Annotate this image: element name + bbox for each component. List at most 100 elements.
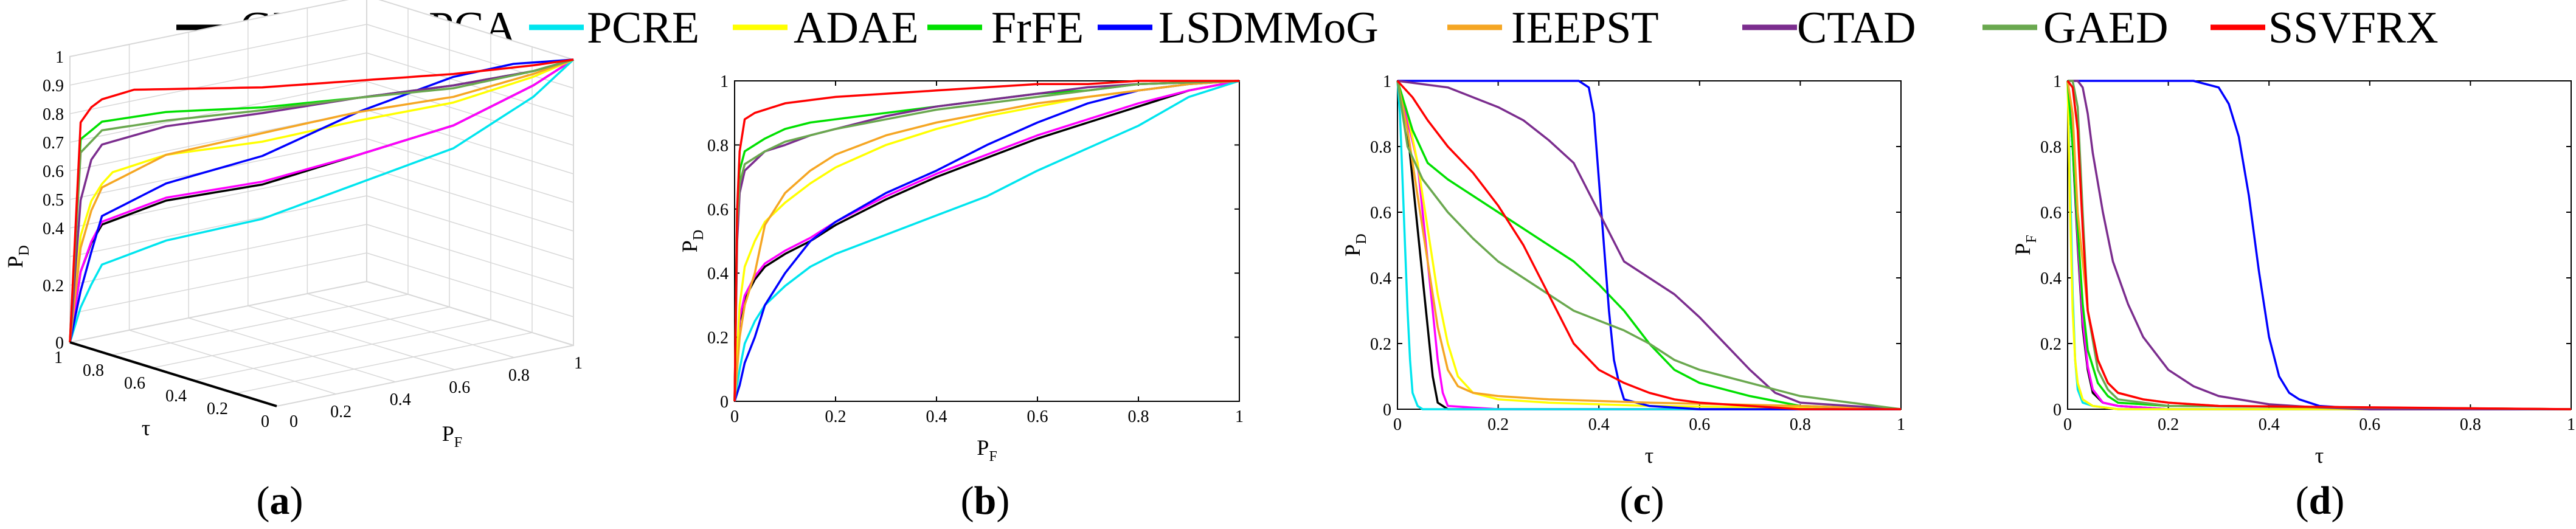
series-ctad <box>1397 80 1902 410</box>
y-tick-label: 1 <box>1383 72 1391 91</box>
y-axis-label-text: PD <box>677 230 707 252</box>
x-tick-label: 0 <box>730 407 739 426</box>
y-axis-label: PD <box>677 230 707 252</box>
panel-label-close: ) <box>2331 479 2344 523</box>
series-gaed <box>69 58 574 343</box>
y-axis-label-main: P <box>1340 244 1365 257</box>
pd-tick-label: 0.4 <box>43 220 64 238</box>
panel-c: 0 0.2 0.4 0.6 0.8 1 0 0.2 0.4 0.6 0.8 1 τ PD (c) <box>1340 72 1905 523</box>
y-tick-label: 0 <box>2053 401 2062 420</box>
pd-tick-label: 0.7 <box>43 134 64 153</box>
pf-tick-label: 0.4 <box>390 390 411 409</box>
pd-tick-label: 0.8 <box>43 105 64 124</box>
legend-label-frfe: FrFE <box>991 3 1084 53</box>
grid-line <box>366 138 574 203</box>
tau-tick-label: 0 <box>261 412 269 431</box>
x-axis-label: PF <box>442 421 462 451</box>
y-tick-label: 0.8 <box>1370 138 1391 157</box>
grid-line <box>69 224 367 286</box>
y-axis-label-main: P <box>2010 243 2035 255</box>
x-tick-label: 0.8 <box>1128 407 1149 426</box>
series-ieepst <box>69 58 574 343</box>
pf-tick-label: 0.2 <box>330 403 351 421</box>
series-ieepst <box>733 80 1240 402</box>
x-axis-label-text: PF <box>442 421 462 451</box>
x-tick-label: 1 <box>2567 415 2575 434</box>
x-axis-label-sub: F <box>989 449 997 465</box>
grid-line <box>188 317 396 382</box>
series-lsdmmog <box>1397 80 1901 410</box>
pd-tick-label: 0 <box>55 334 64 353</box>
series-pcre <box>733 80 1240 402</box>
series-gaed <box>733 80 1240 402</box>
y-tick-label: 0.4 <box>2040 269 2062 288</box>
y-axis-label-main: P <box>677 240 702 252</box>
pf-tick-label-zero: 0 <box>289 412 298 431</box>
x-axis-label-main: τ <box>2315 443 2324 468</box>
panel-label-close: ) <box>1651 479 1664 523</box>
plot-frame <box>2067 80 2572 410</box>
x-axis-label-main: τ <box>1645 443 1653 468</box>
series-pcre <box>1396 80 1901 410</box>
legend-label-ssvfrx: SSVFRX <box>2268 3 2439 53</box>
series-ssvfrx <box>1396 80 1901 410</box>
z-axis-label-main: P <box>3 256 27 268</box>
series-gaed <box>1396 80 1902 410</box>
x-tick-label: 0.4 <box>1588 415 1610 434</box>
grid-line <box>235 332 533 394</box>
x-tick-label: 0.6 <box>1027 407 1048 426</box>
panel-label-letter: a <box>270 479 290 523</box>
grid-line <box>248 305 455 370</box>
z-axis-label-sub: D <box>16 245 32 255</box>
grid-line <box>366 252 574 317</box>
y-tick-label: 0.8 <box>707 136 729 155</box>
y-tick-label: 0.2 <box>2040 335 2062 354</box>
y-axis-label-sub: D <box>691 230 707 240</box>
x-tick-label: 0 <box>1393 415 1402 434</box>
y-tick-label: 1 <box>720 72 729 91</box>
z-axis-label: PD <box>3 245 32 268</box>
x-axis-label-sub: F <box>454 435 462 451</box>
y-tick-label: 0.2 <box>707 329 729 348</box>
grid-line <box>69 52 367 114</box>
series-frfe <box>2066 80 2572 410</box>
panel-label-open: ( <box>257 479 270 523</box>
x-tick-label: 0.2 <box>1487 415 1509 434</box>
legend-label-gaed: GAED <box>2043 3 2169 53</box>
y-axis-label-sub: D <box>1354 233 1369 244</box>
grid-line <box>366 224 574 289</box>
series-ssvfrx <box>69 58 574 343</box>
x-axis-label-text: PF <box>977 435 997 465</box>
z-axis-label-text: PD <box>3 245 32 268</box>
y-axis-label: PD <box>1340 233 1369 256</box>
panel-label-letter: b <box>974 479 997 523</box>
x-tick-label: 1 <box>1235 407 1244 426</box>
y-axis-label: τ <box>142 416 150 440</box>
x-tick-label: 0.8 <box>2460 415 2481 434</box>
panel-label-letter: d <box>2309 479 2332 523</box>
series-frfe <box>1396 80 1902 410</box>
x-tick-label: 0.6 <box>1689 415 1710 434</box>
tau-tick-label: 0.4 <box>165 387 187 406</box>
plot-frame <box>1397 80 1902 410</box>
y-axis-label: PF <box>2010 235 2040 255</box>
panel-d: 0 0.2 0.4 0.6 0.8 1 0 0.2 0.4 0.6 0.8 1 τ PF (d) <box>2010 72 2575 523</box>
pf-tick-label: 1 <box>574 354 583 373</box>
pd-tick-label: 0.9 <box>43 77 64 95</box>
legend-label-ctad: CTAD <box>1797 3 1916 53</box>
panel-label-a: (a) <box>257 479 303 523</box>
grid-line <box>152 306 450 368</box>
x-tick-label: 0.8 <box>1790 415 1811 434</box>
panel-label-open: ( <box>1619 479 1633 523</box>
x-axis-label-main: P <box>442 421 454 446</box>
panel-label-open: ( <box>2296 479 2309 523</box>
panel-label-b: (b) <box>961 479 1010 523</box>
legend-label-adae: ADAE <box>794 3 919 53</box>
y-tick-label: 0.4 <box>707 264 729 283</box>
legend: GRXDPCAPCREADAEFrFELSDMMoGIEEPSTCTADGAED… <box>176 3 2439 53</box>
tau-tick-label: 0.8 <box>83 361 104 380</box>
grid-line <box>307 293 514 358</box>
series-pca <box>69 58 574 343</box>
y-tick-label: 0.8 <box>2040 138 2062 157</box>
